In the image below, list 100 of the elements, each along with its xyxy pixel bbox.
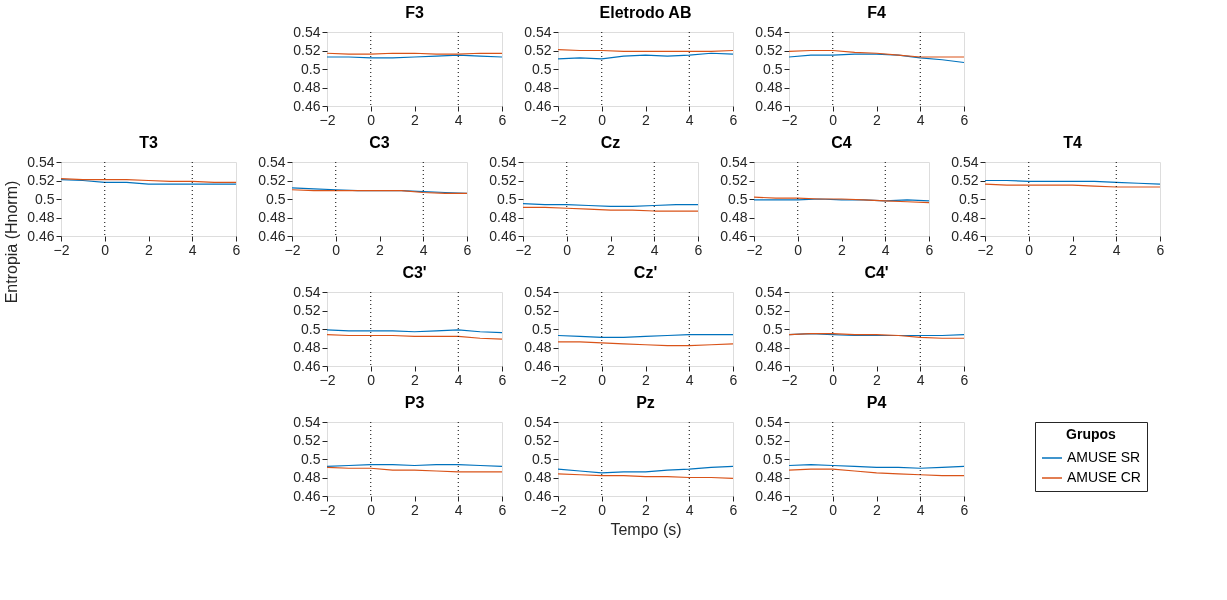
y-tick-label: 0.48 <box>755 469 783 485</box>
y-tick-label: 0.52 <box>720 172 748 188</box>
x-tick-label: 2 <box>642 371 651 388</box>
y-tick-label: 0.48 <box>755 339 783 355</box>
y-tick-label: 0.46 <box>720 227 748 244</box>
y-axis-title: Entropia (Hnorm) <box>3 180 20 304</box>
y-tick-label: 0.46 <box>293 97 321 114</box>
y-tick-label: 0.46 <box>258 227 286 244</box>
x-tick-label: 2 <box>1069 241 1078 258</box>
y-tick-label: 0.48 <box>524 79 552 95</box>
x-tick-label: −2 <box>746 241 763 258</box>
chart-title: Cz <box>600 134 621 151</box>
x-tick-label: 2 <box>376 241 385 258</box>
x-tick-label: 0 <box>598 111 607 128</box>
y-tick-label: 0.48 <box>293 469 321 485</box>
x-tick-label: −2 <box>53 241 70 258</box>
y-tick-label: 0.52 <box>293 302 321 318</box>
y-tick-label: 0.48 <box>524 469 552 485</box>
x-tick-label: −2 <box>550 111 567 128</box>
chart-title: P3 <box>404 394 425 411</box>
y-tick-label: 0.54 <box>293 283 321 300</box>
y-tick-label: 0.52 <box>524 42 552 58</box>
y-tick-label: 0.46 <box>755 487 783 504</box>
x-tick-label: 0 <box>367 371 376 388</box>
x-tick-label: −2 <box>284 241 301 258</box>
y-tick-label: 0.52 <box>293 432 321 448</box>
x-tick-label: 4 <box>685 501 694 518</box>
x-tick-label: 2 <box>642 501 651 518</box>
chart-title: T3 <box>139 134 158 151</box>
y-tick-label: 0.54 <box>524 413 552 430</box>
x-tick-label: 0 <box>1025 241 1034 258</box>
x-tick-label: 0 <box>794 241 803 258</box>
y-tick-label: 0.48 <box>755 79 783 95</box>
y-tick-label: 0.54 <box>720 153 748 170</box>
x-tick-label: −2 <box>515 241 532 258</box>
y-tick-label: 0.52 <box>951 172 979 188</box>
line-series <box>788 468 965 477</box>
y-tick-label: 0.46 <box>293 357 321 374</box>
y-tick-label: 0.48 <box>258 209 286 225</box>
y-tick-label: 0.52 <box>755 432 783 448</box>
y-tick-label: 0.52 <box>293 42 321 58</box>
x-tick-label: 0 <box>829 111 838 128</box>
x-tick-label: 6 <box>232 241 241 258</box>
y-tick-label: 0.54 <box>258 153 286 170</box>
legend-title: Grupos <box>1066 426 1117 442</box>
x-tick-label: 4 <box>454 371 463 388</box>
x-tick-label: 0 <box>101 241 110 258</box>
x-tick-label: 0 <box>598 371 607 388</box>
y-tick-label: 0.52 <box>755 42 783 58</box>
x-tick-label: 6 <box>729 501 738 518</box>
x-tick-label: −2 <box>550 501 567 518</box>
x-tick-label: 0 <box>598 501 607 518</box>
y-tick-label: 0.5 <box>532 450 552 467</box>
y-tick-label: 0.46 <box>755 357 783 374</box>
x-tick-label: 6 <box>960 371 969 388</box>
x-tick-label: 4 <box>1112 241 1121 258</box>
x-tick-label: 4 <box>916 111 925 128</box>
line-series <box>557 465 734 474</box>
x-tick-label: 2 <box>642 111 651 128</box>
y-tick-label: 0.54 <box>293 23 321 40</box>
chart-title: Eletrodo AB <box>599 4 692 21</box>
x-tick-label: 4 <box>685 111 694 128</box>
y-tick-label: 0.46 <box>524 487 552 504</box>
y-tick-label: 0.48 <box>524 339 552 355</box>
x-tick-label: −2 <box>319 371 336 388</box>
chart-title: F4 <box>867 4 886 21</box>
y-tick-label: 0.52 <box>489 172 517 188</box>
y-tick-label: 0.46 <box>524 97 552 114</box>
x-tick-label: 6 <box>498 111 507 128</box>
x-tick-label: −2 <box>781 111 798 128</box>
y-tick-label: 0.54 <box>27 153 55 170</box>
legend-label: AMUSE CR <box>1067 469 1141 485</box>
x-tick-label: −2 <box>781 501 798 518</box>
y-tick-label: 0.52 <box>27 172 55 188</box>
line-series <box>788 53 965 64</box>
y-tick-label: 0.48 <box>951 209 979 225</box>
x-tick-label: −2 <box>781 371 798 388</box>
y-tick-label: 0.54 <box>755 413 783 430</box>
x-tick-label: 4 <box>916 371 925 388</box>
y-tick-label: 0.5 <box>266 190 286 207</box>
x-tick-label: 2 <box>411 501 420 518</box>
x-tick-label: 6 <box>463 241 472 258</box>
y-tick-label: 0.54 <box>755 283 783 300</box>
chart-title: C4 <box>831 134 852 151</box>
y-tick-label: 0.54 <box>951 153 979 170</box>
x-tick-label: 6 <box>960 501 969 518</box>
x-tick-label: 6 <box>498 501 507 518</box>
x-tick-label: 0 <box>332 241 341 258</box>
line-series <box>788 49 965 58</box>
y-tick-label: 0.54 <box>489 153 517 170</box>
x-tick-label: −2 <box>319 501 336 518</box>
x-tick-label: −2 <box>319 111 336 128</box>
y-tick-label: 0.48 <box>27 209 55 225</box>
y-tick-label: 0.5 <box>728 190 748 207</box>
y-tick-label: 0.54 <box>524 283 552 300</box>
x-tick-label: 2 <box>411 371 420 388</box>
y-tick-label: 0.5 <box>301 320 321 337</box>
x-tick-label: 6 <box>729 371 738 388</box>
x-tick-label: 6 <box>694 241 703 258</box>
x-tick-label: 6 <box>960 111 969 128</box>
